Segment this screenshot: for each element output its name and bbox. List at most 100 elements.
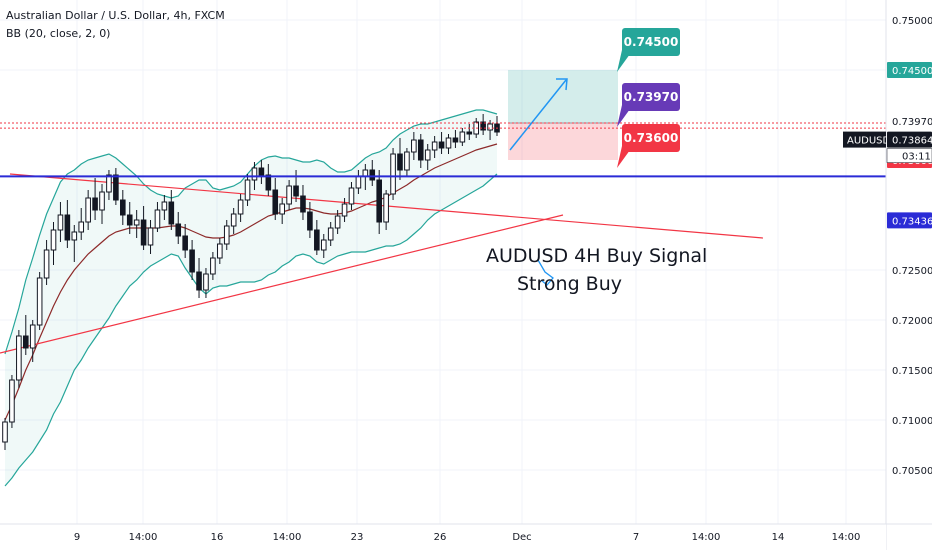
- symbol-tag: AUDUSD: [847, 136, 891, 147]
- price-tick-label: 0.72000: [892, 316, 932, 327]
- callout-stop-tip: [617, 146, 630, 168]
- time-tick-label: 26: [434, 532, 447, 543]
- symbol-tag-bg: [843, 131, 886, 148]
- candle: [307, 211, 313, 231]
- time-axis[interactable]: 9 14:00 16 14:00 23 26 Dec 7 14:00 14 14:00: [0, 523, 932, 550]
- candle: [376, 179, 382, 223]
- price-levels: [0, 122, 886, 178]
- time-tick-label: 7: [633, 532, 639, 543]
- time-tick-label: 23: [351, 532, 364, 543]
- candle: [189, 249, 195, 273]
- callouts: 0.74500 0.73970 0.73600: [617, 28, 680, 168]
- time-axis-bg: [0, 524, 886, 550]
- candle: [438, 141, 445, 149]
- candle: [85, 197, 91, 223]
- candle: [71, 231, 78, 241]
- callout-target-box: [622, 28, 680, 56]
- candle: [168, 201, 175, 225]
- candle: [251, 167, 258, 181]
- candle: [466, 131, 473, 135]
- candle: [279, 203, 285, 215]
- candle: [120, 199, 126, 216]
- callout-target-tip: [617, 50, 630, 72]
- candle: [327, 227, 334, 241]
- time-tick-label: 14: [772, 532, 785, 543]
- callout-entry-tip: [617, 105, 630, 127]
- price-tick-label: 0.75000: [892, 16, 932, 27]
- callout-stop-text: 0.73600: [624, 131, 679, 145]
- candle: [147, 227, 154, 246]
- trade-zone[interactable]: [508, 70, 618, 286]
- bb-lower-line: [4, 173, 498, 487]
- countdown-bg: [886, 148, 932, 163]
- candle: [106, 174, 112, 193]
- candle: [99, 191, 105, 211]
- candle: [320, 239, 327, 251]
- candle: [286, 185, 292, 205]
- candle: [362, 169, 369, 177]
- candle: [113, 174, 119, 201]
- candle: [230, 213, 237, 227]
- callout-entry-box: [622, 83, 680, 111]
- candle: [341, 203, 348, 217]
- candle: [334, 215, 341, 229]
- candle: [50, 229, 57, 251]
- price-tick-label: 0.71500: [892, 366, 932, 377]
- candle: [369, 169, 376, 181]
- candle: [217, 243, 223, 259]
- price-badge-support-text: 0.73436: [892, 216, 932, 227]
- candle: [64, 214, 71, 241]
- annotation-line2: Strong Buy: [517, 273, 622, 295]
- candle: [459, 131, 466, 143]
- candle: [9, 379, 15, 423]
- candle: [43, 249, 50, 279]
- time-tick-label: 14:00: [692, 532, 721, 543]
- price-badge-target-text: 0.74500: [892, 66, 932, 77]
- annotation-line1: AUDUSD 4H Buy Signal: [486, 245, 707, 267]
- candle: [424, 149, 431, 161]
- candle: [154, 209, 161, 229]
- bollinger-bands: [4, 109, 498, 487]
- squiggle-arrow: [537, 259, 554, 286]
- annotation: AUDUSD 4H Buy Signal Strong Buy: [486, 245, 707, 295]
- candle: [29, 324, 36, 349]
- candle: [258, 167, 265, 176]
- candle: [133, 219, 140, 226]
- candle: [22, 335, 29, 349]
- price-tick-label: 0.72500: [892, 266, 932, 277]
- candle: [452, 137, 459, 143]
- candle: [161, 201, 168, 211]
- indicator-label: BB (20, close, 2, 0): [6, 27, 111, 40]
- bb-upper-line: [4, 109, 498, 355]
- time-tick-label: 16: [211, 532, 224, 543]
- time-tick-label: 14:00: [273, 532, 302, 543]
- candle: [244, 179, 251, 201]
- price-badge-current-text: 0.73864: [892, 136, 932, 147]
- price-axis[interactable]: 0.75000 0.72500 0.72000 0.71500 0.71000 0.705…: [843, 0, 932, 550]
- candle: [397, 153, 403, 171]
- candle: [57, 214, 64, 231]
- candle: [182, 235, 188, 251]
- candle: [2, 421, 8, 443]
- candle: [92, 197, 98, 211]
- candle: [237, 199, 244, 215]
- candle: [78, 221, 85, 233]
- buy-arrow-head: [556, 78, 568, 91]
- candle: [175, 223, 182, 237]
- candle: [300, 195, 306, 213]
- bb-fill: [5, 110, 497, 486]
- chart-title: Australian Dollar / U.S. Dollar, 4h, FXC…: [6, 9, 225, 22]
- candle: [348, 187, 355, 205]
- time-tick-label: 14:00: [832, 532, 861, 543]
- time-tick-label: 9: [74, 532, 80, 543]
- callout-stop-box: [622, 124, 680, 152]
- price-axis-bg: [886, 0, 932, 550]
- candle: [203, 273, 209, 291]
- price-tick-label: 0.71000: [892, 416, 932, 427]
- candle: [223, 225, 230, 245]
- candle: [383, 193, 389, 223]
- candle: [404, 151, 410, 171]
- candle: [272, 189, 279, 215]
- candle: [126, 214, 133, 226]
